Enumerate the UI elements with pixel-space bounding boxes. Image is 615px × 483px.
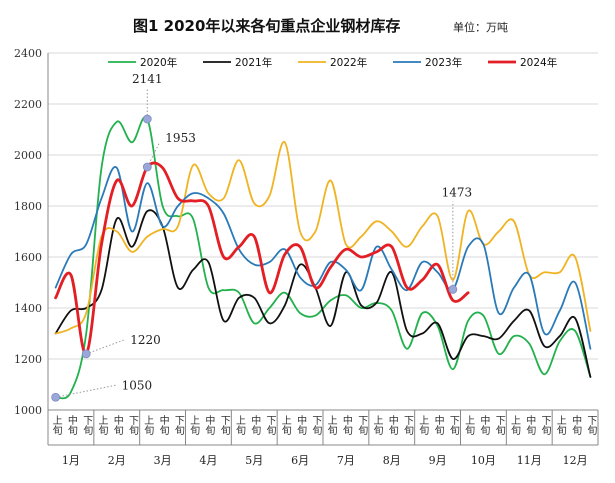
x-tick-label: 下旬 bbox=[539, 415, 551, 436]
month-label: 3月 bbox=[154, 454, 172, 467]
annotation-label: 1220 bbox=[130, 333, 161, 347]
annotation-marker bbox=[448, 284, 458, 294]
x-tick-label: 中旬 bbox=[478, 414, 490, 436]
x-tick-label: 上旬 bbox=[50, 415, 62, 436]
legend-label: 2022年 bbox=[330, 56, 367, 69]
month-label: 12月 bbox=[563, 454, 588, 467]
month-label: 7月 bbox=[337, 454, 355, 467]
annotation-marker bbox=[142, 114, 152, 124]
x-tick-label: 上旬 bbox=[417, 415, 429, 436]
x-tick-label: 上旬 bbox=[463, 415, 475, 436]
month-label: 6月 bbox=[291, 454, 309, 467]
x-tick-label: 上旬 bbox=[233, 415, 245, 436]
x-tick-label: 下旬 bbox=[493, 415, 505, 436]
x-tick-label: 中旬 bbox=[524, 414, 536, 436]
month-label: 9月 bbox=[429, 454, 447, 467]
x-tick-label: 中旬 bbox=[65, 414, 77, 436]
month-label: 1月 bbox=[62, 454, 80, 467]
annotation-marker bbox=[81, 349, 91, 359]
annotation-marker bbox=[51, 392, 61, 402]
x-tick-label: 上旬 bbox=[188, 415, 200, 436]
annotations: 2141 1953 1220 1050 1473 bbox=[51, 72, 473, 402]
x-tick-label: 中旬 bbox=[203, 414, 215, 436]
axes bbox=[47, 53, 599, 446]
month-label: 4月 bbox=[199, 454, 217, 467]
x-tick-label: 下旬 bbox=[402, 415, 414, 436]
y-axis-ticks: 1000 1200 1400 1600 1800 2000 2200 2400 bbox=[14, 47, 42, 417]
series-line-2021年 bbox=[54, 209, 592, 378]
month-label: 2月 bbox=[108, 454, 126, 467]
month-label: 5月 bbox=[245, 454, 263, 467]
x-tick-label: 下旬 bbox=[218, 415, 230, 436]
legend-label: 2024年 bbox=[520, 56, 557, 69]
y-tick-label: 1600 bbox=[14, 251, 42, 264]
annotation-label: 1050 bbox=[122, 378, 153, 392]
legend-label: 2020年 bbox=[140, 56, 177, 69]
legend-label: 2023年 bbox=[425, 56, 462, 69]
annotation-leader bbox=[146, 142, 160, 168]
x-tick-label: 下旬 bbox=[127, 415, 139, 436]
x-tick-label: 上旬 bbox=[371, 415, 383, 436]
y-tick-label: 1800 bbox=[14, 200, 42, 213]
x-tick-label: 中旬 bbox=[570, 414, 582, 436]
y-tick-label: 1400 bbox=[14, 302, 42, 315]
annotation-label: 2141 bbox=[132, 72, 163, 86]
x-tick-label: 中旬 bbox=[386, 414, 398, 436]
x-tick-label: 下旬 bbox=[310, 415, 322, 436]
series-line-2024年 bbox=[54, 161, 470, 356]
x-tick-label: 上旬 bbox=[279, 415, 291, 436]
y-tick-label: 2400 bbox=[14, 47, 42, 60]
series-line-2023年 bbox=[54, 166, 592, 350]
month-labels: 1月 2月 3月 4月 5月 6月 7月 8月 9月 10月 11月 12月 bbox=[62, 454, 588, 467]
series-line-2020年 bbox=[54, 116, 592, 400]
annotation-marker bbox=[142, 162, 152, 172]
x-tick-label: 下旬 bbox=[264, 415, 276, 436]
y-tick-label: 1200 bbox=[14, 353, 42, 366]
x-tick-label: 中旬 bbox=[249, 414, 261, 436]
x-tick-label: 上旬 bbox=[96, 415, 108, 436]
legend-label: 2021年 bbox=[235, 56, 272, 69]
series-lines bbox=[54, 116, 592, 400]
y-tick-label: 2000 bbox=[14, 149, 42, 162]
series-line-2022年 bbox=[54, 141, 592, 335]
x-tick-label: 上旬 bbox=[142, 415, 154, 436]
month-label: 10月 bbox=[471, 454, 496, 467]
x-tick-label: 下旬 bbox=[585, 415, 597, 436]
month-label: 11月 bbox=[517, 454, 542, 467]
legend: 2020年 2021年 2022年 2023年 2024年 bbox=[108, 56, 557, 69]
chart-title: 图1 2020年以来各旬重点企业钢材库存 bbox=[133, 17, 400, 35]
annotation-label: 1953 bbox=[165, 131, 196, 145]
chart-unit: 单位：万吨 bbox=[453, 20, 508, 34]
x-axis-ticks: 上旬 中旬 下旬 上旬 中旬 下旬 上旬 中旬 下旬 上旬 中旬 下旬 上旬 中旬 下旬 上旬 中旬 下旬 上旬 中旬… bbox=[50, 414, 597, 436]
x-tick-label: 中旬 bbox=[340, 414, 352, 436]
y-tick-label: 2200 bbox=[14, 98, 42, 111]
x-tick-label: 下旬 bbox=[356, 415, 368, 436]
x-tick-label: 中旬 bbox=[111, 414, 123, 436]
x-tick-label: 上旬 bbox=[554, 415, 566, 436]
y-tick-label: 1000 bbox=[14, 404, 42, 417]
x-tick-label: 中旬 bbox=[295, 414, 307, 436]
annotation-label: 1473 bbox=[442, 185, 473, 199]
x-tick-label: 上旬 bbox=[508, 415, 520, 436]
x-tick-label: 中旬 bbox=[432, 414, 444, 436]
x-tick-label: 上旬 bbox=[325, 415, 337, 436]
x-tick-label: 下旬 bbox=[81, 415, 93, 436]
x-tick-label: 中旬 bbox=[157, 414, 169, 436]
x-tick-label: 下旬 bbox=[447, 415, 459, 436]
x-tick-label: 下旬 bbox=[172, 415, 184, 436]
month-label: 8月 bbox=[383, 454, 401, 467]
